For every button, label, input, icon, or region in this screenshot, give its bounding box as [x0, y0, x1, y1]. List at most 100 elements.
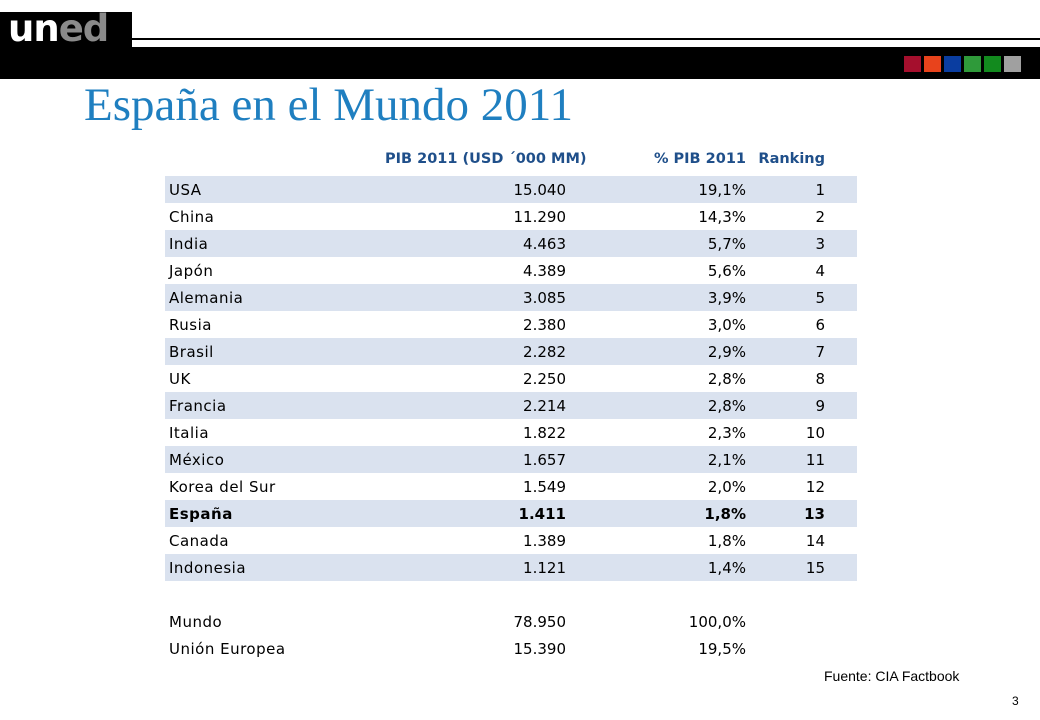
header-top-rule — [132, 38, 1040, 40]
pct-pib-cell: 3,0% — [707, 315, 746, 334]
country-cell: India — [169, 234, 209, 253]
table-row: USA 15.040 19,1% 1 — [165, 176, 857, 203]
pib-cell: 15.040 — [513, 180, 567, 199]
page-number: 3 — [1012, 694, 1019, 708]
ranking-cell: 4 — [815, 261, 825, 280]
pct-pib-cell: 2,1% — [707, 450, 746, 469]
table-row: India 4.463 5,7% 3 — [165, 230, 857, 257]
pct-pib-cell: 3,9% — [707, 288, 746, 307]
pct-pib-cell: 1,4% — [707, 558, 746, 577]
color-squares — [904, 56, 1021, 72]
table-spacer — [165, 581, 857, 608]
ranking-cell: 13 — [804, 504, 825, 523]
pib-cell: 1.549 — [523, 477, 566, 496]
pct-pib-cell: 2,8% — [707, 369, 746, 388]
ranking-cell: 7 — [815, 342, 825, 361]
country-cell: México — [169, 450, 225, 469]
header-pct-pib: % PIB 2011 — [653, 150, 746, 167]
pib-cell: 1.822 — [523, 423, 566, 442]
square-dark-green — [984, 56, 1001, 72]
header-pib: PIB 2011 (USD ´000 MM) — [385, 150, 587, 167]
pct-pib-cell: 2,8% — [707, 396, 746, 415]
table-row: Alemania 3.085 3,9% 5 — [165, 284, 857, 311]
gdp-ranking-table: PIB 2011 (USD ´000 MM) % PIB 2011 Rankin… — [165, 141, 857, 662]
country-cell: Korea del Sur — [169, 477, 276, 496]
table-row: Japón 4.389 5,6% 4 — [165, 257, 857, 284]
pib-cell: 4.389 — [523, 261, 566, 280]
table-row: China 11.290 14,3% 2 — [165, 203, 857, 230]
pct-pib-cell: 2,3% — [707, 423, 746, 442]
table-body: USA 15.040 19,1% 1 China 11.290 14,3% 2 India 4.4… — [165, 176, 857, 581]
header-ranking: Ranking — [758, 150, 825, 167]
pct-pib-cell: 100,0% — [688, 612, 746, 631]
table-row: España 1.411 1,8% 13 — [165, 500, 857, 527]
table-row: Indonesia 1.121 1,4% 15 — [165, 554, 857, 581]
country-cell: Francia — [169, 396, 227, 415]
pib-cell: 1.389 — [523, 531, 566, 550]
country-cell: Rusia — [169, 315, 212, 334]
country-cell: Mundo — [169, 612, 223, 631]
pct-pib-cell: 5,7% — [707, 234, 746, 253]
pib-cell: 15.390 — [513, 639, 567, 658]
table-header-row: PIB 2011 (USD ´000 MM) % PIB 2011 Rankin… — [165, 141, 857, 176]
country-cell: UK — [169, 369, 191, 388]
pct-pib-cell: 1,8% — [707, 531, 746, 550]
table-row: Canada 1.389 1,8% 14 — [165, 527, 857, 554]
pib-cell: 2.214 — [523, 396, 566, 415]
country-cell: Italia — [169, 423, 210, 442]
table-row: Rusia 2.380 3,0% 6 — [165, 311, 857, 338]
pct-pib-cell: 19,5% — [698, 639, 746, 658]
square-orange-red — [924, 56, 941, 72]
pib-cell: 1.657 — [523, 450, 566, 469]
table-row: Mundo 78.950 100,0% — [165, 608, 857, 635]
table-row: UK 2.250 2,8% 8 — [165, 365, 857, 392]
ranking-cell: 2 — [815, 207, 825, 226]
ranking-cell: 8 — [815, 369, 825, 388]
table-row: Francia 2.214 2,8% 9 — [165, 392, 857, 419]
logo-text-un: un — [8, 6, 60, 50]
header-black-band — [0, 47, 1040, 79]
pib-cell: 1.121 — [523, 558, 566, 577]
pct-pib-cell: 14,3% — [698, 207, 746, 226]
ranking-cell: 12 — [805, 477, 825, 496]
table-row: Italia 1.822 2,3% 10 — [165, 419, 857, 446]
square-gray — [1004, 56, 1021, 72]
slide-title: España en el Mundo 2011 — [84, 79, 574, 131]
table-totals: Mundo 78.950 100,0% Unión Europea 15.390 19,5… — [165, 608, 857, 662]
logo-text-ed: ed — [58, 6, 110, 50]
country-cell: Brasil — [169, 342, 214, 361]
country-cell: España — [169, 504, 233, 523]
table-row: Unión Europea 15.390 19,5% — [165, 635, 857, 662]
pct-pib-cell: 19,1% — [698, 180, 746, 199]
source-note: Fuente: CIA Factbook — [824, 668, 960, 684]
pib-cell: 2.282 — [523, 342, 566, 361]
pct-pib-cell: 1,8% — [704, 504, 746, 523]
pib-cell: 78.950 — [513, 612, 567, 631]
ranking-cell: 11 — [805, 450, 825, 469]
pib-cell: 11.290 — [513, 207, 567, 226]
table-row: México 1.657 2,1% 11 — [165, 446, 857, 473]
square-blue — [944, 56, 961, 72]
ranking-cell: 14 — [805, 531, 825, 550]
country-cell: Indonesia — [169, 558, 247, 577]
pib-cell: 2.380 — [523, 315, 566, 334]
ranking-cell: 3 — [815, 234, 825, 253]
country-cell: Unión Europea — [169, 639, 286, 658]
pct-pib-cell: 5,6% — [707, 261, 746, 280]
table-row: Brasil 2.282 2,9% 7 — [165, 338, 857, 365]
pct-pib-cell: 2,0% — [707, 477, 746, 496]
ranking-cell: 6 — [815, 315, 825, 334]
table-row: Korea del Sur 1.549 2,0% 12 — [165, 473, 857, 500]
pib-cell: 3.085 — [523, 288, 566, 307]
pib-cell: 2.250 — [523, 369, 566, 388]
pib-cell: 1.411 — [518, 504, 566, 523]
square-dark-red — [904, 56, 921, 72]
uned-logo: uned — [0, 6, 132, 50]
country-cell: Alemania — [169, 288, 244, 307]
country-cell: Canada — [169, 531, 230, 550]
pct-pib-cell: 2,9% — [707, 342, 746, 361]
ranking-cell: 9 — [815, 396, 825, 415]
ranking-cell: 5 — [815, 288, 825, 307]
logo-text: uned — [8, 6, 110, 50]
pib-cell: 4.463 — [523, 234, 566, 253]
